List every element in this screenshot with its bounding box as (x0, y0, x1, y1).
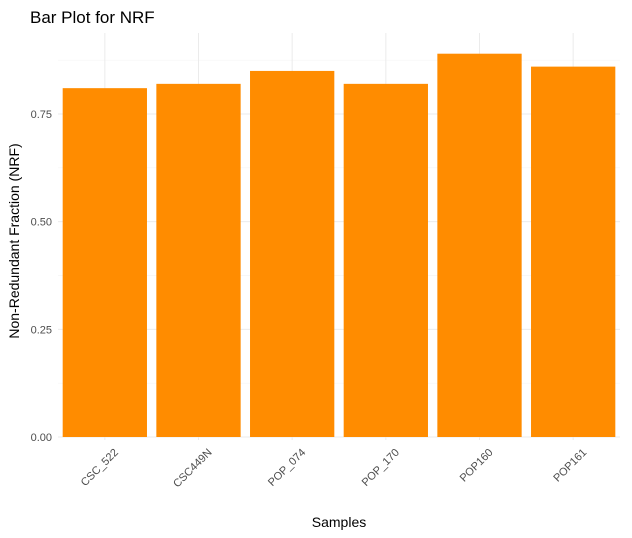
bar-csc449n (156, 83, 241, 438)
x-tick-label: CSC_522 (79, 447, 121, 489)
y-tick-label: 0.75 (31, 109, 52, 121)
bar-pop160 (437, 53, 522, 437)
y-tick-labels: 0.00 0.25 0.50 0.75 (31, 109, 52, 444)
bars (62, 53, 616, 438)
bar-pop-170 (343, 83, 428, 438)
y-tick-label: 0.00 (31, 432, 52, 444)
chart-title: Bar Plot for NRF (30, 8, 155, 27)
x-axis-title: Samples (312, 514, 366, 530)
x-tick-label: POP161 (551, 447, 589, 485)
bar-csc-522 (62, 88, 147, 438)
bar-pop-074 (250, 70, 335, 438)
y-axis-title: Non-Redundant Fraction (NRF) (6, 143, 22, 338)
y-tick-label: 0.50 (31, 217, 52, 229)
x-tick-label: CSC449N (171, 447, 215, 491)
x-tick-label: POP160 (458, 447, 496, 485)
x-tick-label: POP_074 (266, 447, 308, 489)
x-tick-label: POP_170 (360, 447, 402, 489)
y-tick-label: 0.25 (31, 324, 52, 336)
x-tick-labels: CSC_522 CSC449N POP_074 POP_170 POP160 POP161 (79, 447, 590, 491)
bar-pop161 (531, 66, 616, 437)
